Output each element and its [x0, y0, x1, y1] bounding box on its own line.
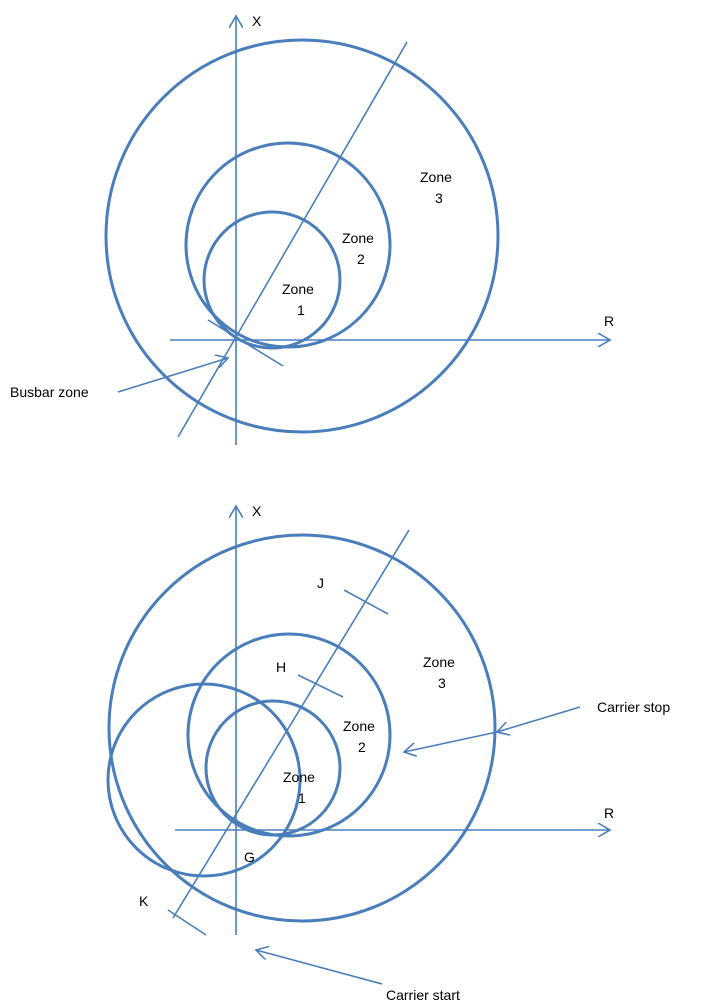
- tick-j: [343, 589, 389, 615]
- zone-label: 1: [298, 790, 306, 806]
- r-axis-label: R: [604, 805, 614, 821]
- zone-label: Zone: [423, 654, 455, 670]
- tick-k: [167, 909, 207, 936]
- point-label: K: [139, 893, 149, 909]
- top-diagram: X R Zone 1 Zone 2 Zone 3 Busbar zone: [10, 13, 614, 445]
- zone-label: 2: [358, 739, 366, 755]
- point-label: G: [244, 849, 255, 865]
- arrow: [497, 706, 581, 732]
- x-axis-label: X: [252, 503, 262, 519]
- annotation: Carrier stop: [597, 699, 670, 715]
- zone-label: Zone: [343, 718, 375, 734]
- busbar-line: [207, 319, 284, 367]
- zone-label: 1: [297, 302, 305, 318]
- arrow: [404, 731, 498, 752]
- zone-label: Zone: [282, 281, 314, 297]
- arrow: [256, 950, 383, 985]
- carrier-start-circle: [106, 682, 302, 878]
- arrow: [117, 358, 228, 393]
- tick-h: [297, 674, 344, 698]
- bottom-diagram: X R J H G K Zone 1 Zone 2 Zone 3 Carrier…: [106, 503, 670, 1003]
- point-label: H: [276, 659, 286, 675]
- zone-label: 3: [435, 190, 443, 206]
- zone-label: Zone: [342, 230, 374, 246]
- line-angle: [177, 41, 408, 438]
- x-axis-label: X: [252, 13, 262, 29]
- point-label: J: [317, 575, 324, 591]
- zone-3-circle: [104, 38, 500, 434]
- zone-1-circle: [204, 699, 342, 837]
- zone-label: 3: [438, 675, 446, 691]
- line-angle: [172, 529, 410, 919]
- zone-label: 2: [357, 251, 365, 267]
- annotation: Busbar zone: [10, 384, 89, 400]
- zone-3-circle: [107, 533, 497, 923]
- r-axis-label: R: [604, 313, 614, 329]
- zone-label: Zone: [283, 769, 315, 785]
- zone-label: Zone: [420, 169, 452, 185]
- annotation: Carrier start: [386, 987, 460, 1003]
- zone-2-circle: [186, 632, 392, 838]
- zone-1-circle: [202, 210, 342, 350]
